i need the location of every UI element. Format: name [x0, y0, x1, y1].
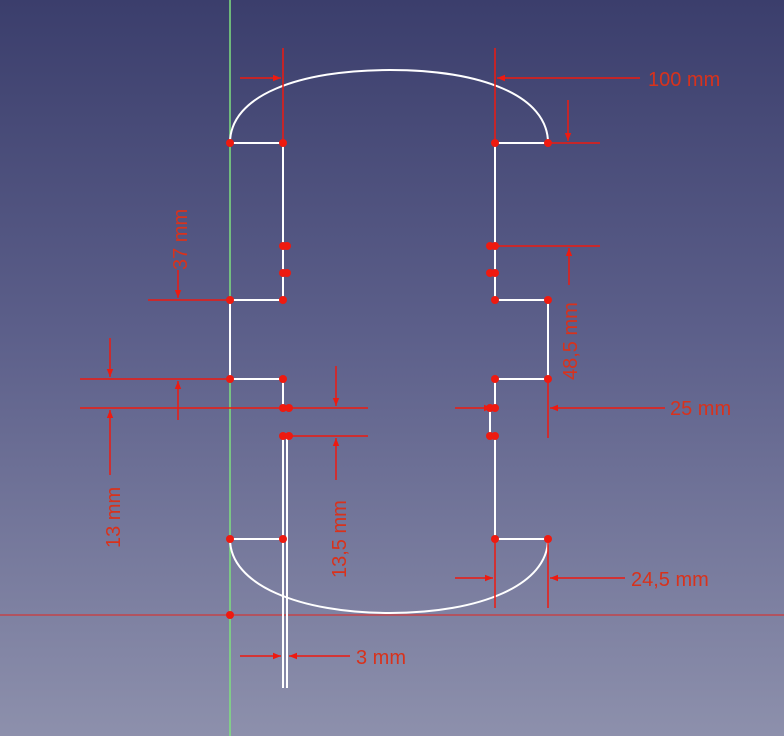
- dimension-label-48-5mm[interactable]: 48,5 mm: [560, 302, 582, 380]
- dimension-lines[interactable]: [80, 48, 665, 660]
- right-lower-profile[interactable]: [494, 436, 548, 540]
- dimension-label-3mm[interactable]: 3 mm: [356, 647, 406, 669]
- bottom-arc[interactable]: [229, 538, 549, 615]
- dimension-label-13-5mm[interactable]: 13,5 mm: [329, 500, 351, 578]
- dimension-label-37mm[interactable]: 37 mm: [170, 209, 192, 270]
- top-arc[interactable]: [229, 68, 549, 144]
- dimension-label-24-5mm[interactable]: 24,5 mm: [631, 569, 709, 591]
- right-profile[interactable]: [494, 142, 549, 408]
- left-profile[interactable]: [229, 142, 284, 408]
- sketch-geometry[interactable]: [229, 68, 549, 688]
- constraint-points[interactable]: [226, 139, 552, 619]
- dimension-label-25mm[interactable]: 25 mm: [670, 398, 731, 420]
- dimension-label-100mm[interactable]: 100 mm: [648, 69, 720, 91]
- dimension-label-13mm[interactable]: 13 mm: [103, 487, 125, 548]
